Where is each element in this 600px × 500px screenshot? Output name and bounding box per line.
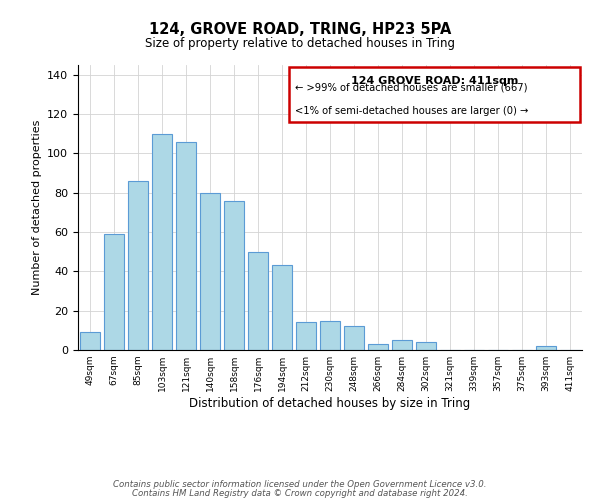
Text: ← >99% of detached houses are smaller (667): ← >99% of detached houses are smaller (6… bbox=[295, 82, 528, 92]
Text: Contains HM Land Registry data © Crown copyright and database right 2024.: Contains HM Land Registry data © Crown c… bbox=[132, 488, 468, 498]
X-axis label: Distribution of detached houses by size in Tring: Distribution of detached houses by size … bbox=[190, 397, 470, 410]
Bar bbox=[104, 234, 124, 350]
Text: 124 GROVE ROAD: 411sqm: 124 GROVE ROAD: 411sqm bbox=[351, 76, 518, 86]
Bar bbox=[152, 134, 172, 350]
Bar bbox=[344, 326, 364, 350]
Bar bbox=[296, 322, 316, 350]
Bar bbox=[416, 342, 436, 350]
Bar bbox=[289, 67, 580, 122]
Bar bbox=[248, 252, 268, 350]
Bar bbox=[128, 181, 148, 350]
Bar bbox=[200, 193, 220, 350]
Bar bbox=[80, 332, 100, 350]
Text: Contains public sector information licensed under the Open Government Licence v3: Contains public sector information licen… bbox=[113, 480, 487, 489]
Text: 124, GROVE ROAD, TRING, HP23 5PA: 124, GROVE ROAD, TRING, HP23 5PA bbox=[149, 22, 451, 38]
Bar bbox=[392, 340, 412, 350]
Bar bbox=[272, 266, 292, 350]
Text: <1% of semi-detached houses are larger (0) →: <1% of semi-detached houses are larger (… bbox=[295, 106, 529, 116]
Bar bbox=[536, 346, 556, 350]
Bar bbox=[176, 142, 196, 350]
Text: Size of property relative to detached houses in Tring: Size of property relative to detached ho… bbox=[145, 37, 455, 50]
Bar bbox=[320, 320, 340, 350]
Y-axis label: Number of detached properties: Number of detached properties bbox=[32, 120, 41, 295]
Bar bbox=[224, 200, 244, 350]
Bar bbox=[368, 344, 388, 350]
